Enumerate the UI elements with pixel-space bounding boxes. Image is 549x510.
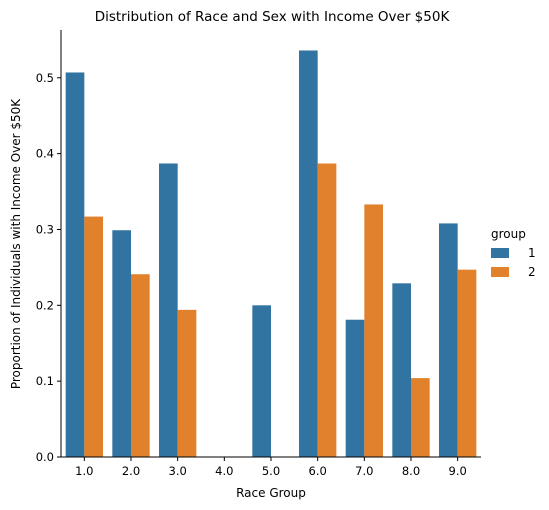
bar-series-2-cat-8.0 [411, 378, 430, 457]
legend-swatch-1 [491, 248, 509, 258]
y-axis-ticks: 0.0 0.1 0.2 0.3 0.4 0.5 [36, 71, 61, 464]
bar-series-1-cat-6.0 [299, 50, 318, 457]
x-axis-label: Race Group [236, 486, 306, 500]
bar-series-2-cat-7.0 [364, 204, 383, 457]
bar-series-2-cat-1.0 [84, 216, 103, 457]
plot-area [65, 50, 477, 458]
bar-series-1-cat-1.0 [65, 72, 85, 457]
bar-series-2-cat-9.0 [457, 269, 477, 457]
y-axis-label: Proportion of Individuals with Income Ov… [9, 98, 23, 389]
bar-series-1-cat-7.0 [345, 319, 365, 457]
x-tick-label: 3.0 [169, 464, 187, 478]
legend-label-1: 1 [528, 246, 536, 260]
x-tick-label: 8.0 [402, 464, 420, 478]
bar-series-1-cat-3.0 [159, 163, 178, 458]
y-tick-label: 0.1 [36, 374, 54, 388]
bar-series-1-cat-5.0 [252, 305, 271, 457]
chart-title: Distribution of Race and Sex with Income… [95, 9, 451, 25]
y-tick-label: 0.3 [36, 222, 54, 236]
y-tick-label: 0.5 [36, 71, 54, 85]
bar-series-1-cat-9.0 [439, 223, 458, 457]
legend-swatch-2 [491, 267, 509, 277]
x-tick-label: 1.0 [75, 464, 93, 478]
x-tick-label: 9.0 [449, 464, 467, 478]
x-tick-label: 2.0 [122, 464, 140, 478]
bar-series-1-cat-2.0 [112, 230, 131, 457]
bar-series-2-cat-2.0 [131, 274, 150, 457]
x-axis-ticks: 1.0 2.0 3.0 4.0 5.0 6.0 7.0 8.0 9.0 [75, 457, 467, 478]
y-tick-label: 0.2 [36, 298, 54, 312]
y-tick-label: 0.0 [36, 450, 54, 464]
x-tick-label: 7.0 [355, 464, 373, 478]
bar-series-2-cat-3.0 [177, 309, 197, 457]
legend-label-2: 2 [528, 265, 536, 279]
bar-series-1-cat-8.0 [392, 283, 411, 457]
legend-title: group [491, 227, 526, 241]
y-tick-label: 0.4 [36, 147, 54, 161]
x-tick-label: 5.0 [262, 464, 280, 478]
bar-series-2-cat-6.0 [317, 163, 337, 458]
x-tick-label: 4.0 [215, 464, 233, 478]
x-tick-label: 6.0 [309, 464, 327, 478]
legend: group 1 2 [491, 227, 536, 279]
